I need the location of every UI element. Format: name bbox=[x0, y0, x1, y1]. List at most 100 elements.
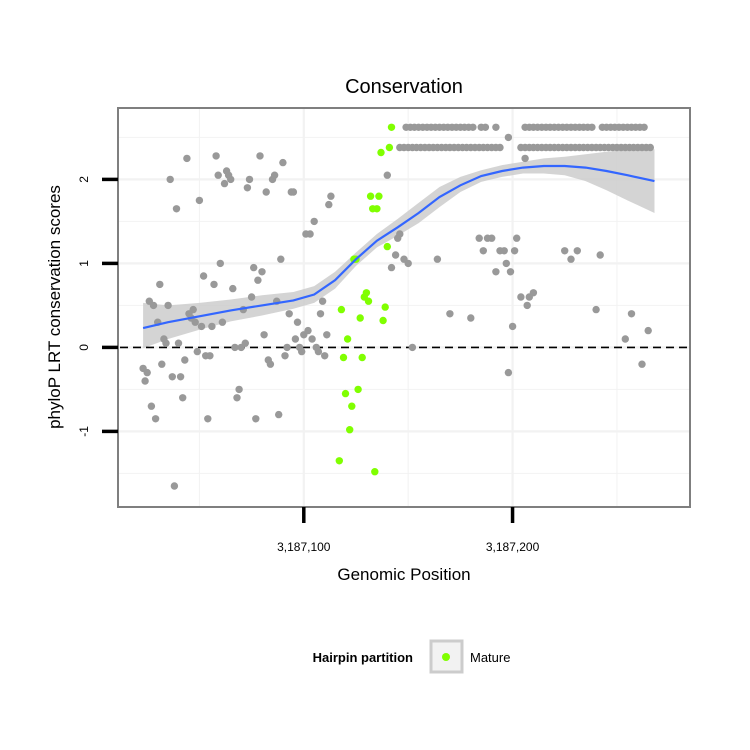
data-point bbox=[644, 326, 652, 335]
data-point bbox=[218, 318, 227, 326]
data-point bbox=[191, 318, 199, 326]
data-point-mature bbox=[385, 143, 394, 152]
data-point bbox=[321, 352, 329, 360]
plot-panel bbox=[117, 107, 691, 508]
data-point bbox=[197, 322, 206, 331]
data-point bbox=[285, 310, 293, 318]
data-point bbox=[479, 247, 487, 255]
data-point bbox=[504, 133, 513, 142]
y-tick-label: 1 bbox=[77, 260, 91, 267]
data-point bbox=[210, 280, 218, 289]
data-point bbox=[151, 415, 160, 423]
data-point-mature bbox=[379, 316, 387, 325]
data-point bbox=[517, 293, 525, 301]
data-point-mature bbox=[362, 289, 371, 297]
data-point bbox=[316, 310, 325, 318]
data-point bbox=[183, 154, 191, 163]
y-tick-label: 0 bbox=[77, 344, 91, 351]
data-point bbox=[475, 234, 483, 242]
legend-title: Hairpin partition bbox=[313, 650, 413, 665]
data-point bbox=[212, 152, 220, 160]
data-point bbox=[241, 339, 249, 347]
data-point bbox=[181, 356, 189, 364]
data-point bbox=[208, 322, 216, 331]
data-point bbox=[162, 339, 170, 347]
data-point bbox=[396, 230, 404, 238]
data-point-mature bbox=[377, 148, 385, 157]
data-point bbox=[308, 335, 316, 343]
data-point bbox=[504, 368, 513, 377]
data-point bbox=[323, 331, 331, 339]
data-point bbox=[266, 360, 275, 368]
panel-border bbox=[117, 107, 691, 508]
data-point bbox=[506, 268, 515, 276]
data-point-mature bbox=[383, 242, 391, 251]
data-point bbox=[283, 343, 291, 352]
data-point bbox=[189, 305, 197, 314]
legend-key-mature bbox=[442, 653, 450, 661]
data-point-mature bbox=[364, 297, 373, 305]
data-point bbox=[592, 305, 600, 314]
data-point bbox=[270, 171, 279, 179]
data-point bbox=[561, 247, 569, 255]
points-layer bbox=[139, 123, 654, 490]
data-point bbox=[258, 268, 266, 276]
data-point bbox=[220, 179, 229, 188]
data-point bbox=[481, 123, 490, 131]
data-point bbox=[277, 255, 285, 263]
data-point bbox=[433, 255, 442, 263]
data-point bbox=[262, 188, 270, 196]
data-point bbox=[408, 343, 417, 352]
data-point bbox=[293, 318, 302, 326]
data-point bbox=[193, 347, 201, 356]
data-point bbox=[621, 335, 629, 343]
data-point bbox=[245, 175, 254, 184]
confidence-band bbox=[143, 149, 655, 349]
data-point bbox=[529, 289, 538, 297]
data-point bbox=[179, 394, 187, 402]
legend-label-mature: Mature bbox=[470, 650, 510, 665]
data-point bbox=[638, 360, 646, 368]
data-point bbox=[573, 247, 581, 255]
data-point bbox=[216, 259, 224, 268]
data-point-mature bbox=[346, 426, 354, 434]
y-tick-label: -1 bbox=[77, 426, 91, 437]
data-point bbox=[164, 301, 172, 310]
data-point bbox=[195, 196, 204, 205]
data-point-mature bbox=[366, 192, 375, 200]
data-point bbox=[500, 247, 508, 255]
data-point bbox=[492, 268, 500, 276]
data-point bbox=[383, 171, 391, 179]
data-point bbox=[279, 158, 287, 167]
data-point bbox=[567, 255, 575, 263]
data-point bbox=[172, 205, 181, 213]
y-axis-title: phyloP LRT conservation scores bbox=[45, 185, 64, 429]
data-point bbox=[260, 331, 268, 339]
data-point-mature bbox=[387, 123, 396, 131]
data-point bbox=[627, 310, 636, 318]
data-point bbox=[168, 373, 176, 381]
data-point bbox=[281, 352, 289, 360]
data-point bbox=[298, 347, 306, 356]
data-point bbox=[199, 272, 208, 280]
data-point-mature bbox=[341, 389, 350, 398]
data-point bbox=[235, 385, 243, 394]
data-point bbox=[289, 188, 298, 196]
x-axis-title: Genomic Position bbox=[337, 565, 470, 584]
data-point-mature bbox=[348, 402, 356, 410]
data-point bbox=[318, 297, 327, 305]
data-point bbox=[204, 415, 212, 423]
data-point-mature bbox=[375, 192, 383, 200]
chart-title: Conservation bbox=[345, 76, 463, 98]
data-point bbox=[523, 301, 531, 310]
data-point bbox=[469, 123, 477, 131]
y-axis: -1 0 1 2 bbox=[77, 176, 118, 437]
data-point bbox=[404, 259, 412, 268]
data-point bbox=[496, 143, 504, 152]
x-tick-label: 3,187,100 bbox=[277, 540, 331, 554]
data-point bbox=[166, 175, 174, 184]
data-point bbox=[510, 247, 519, 255]
data-point bbox=[214, 171, 222, 179]
data-point-mature bbox=[373, 205, 381, 213]
